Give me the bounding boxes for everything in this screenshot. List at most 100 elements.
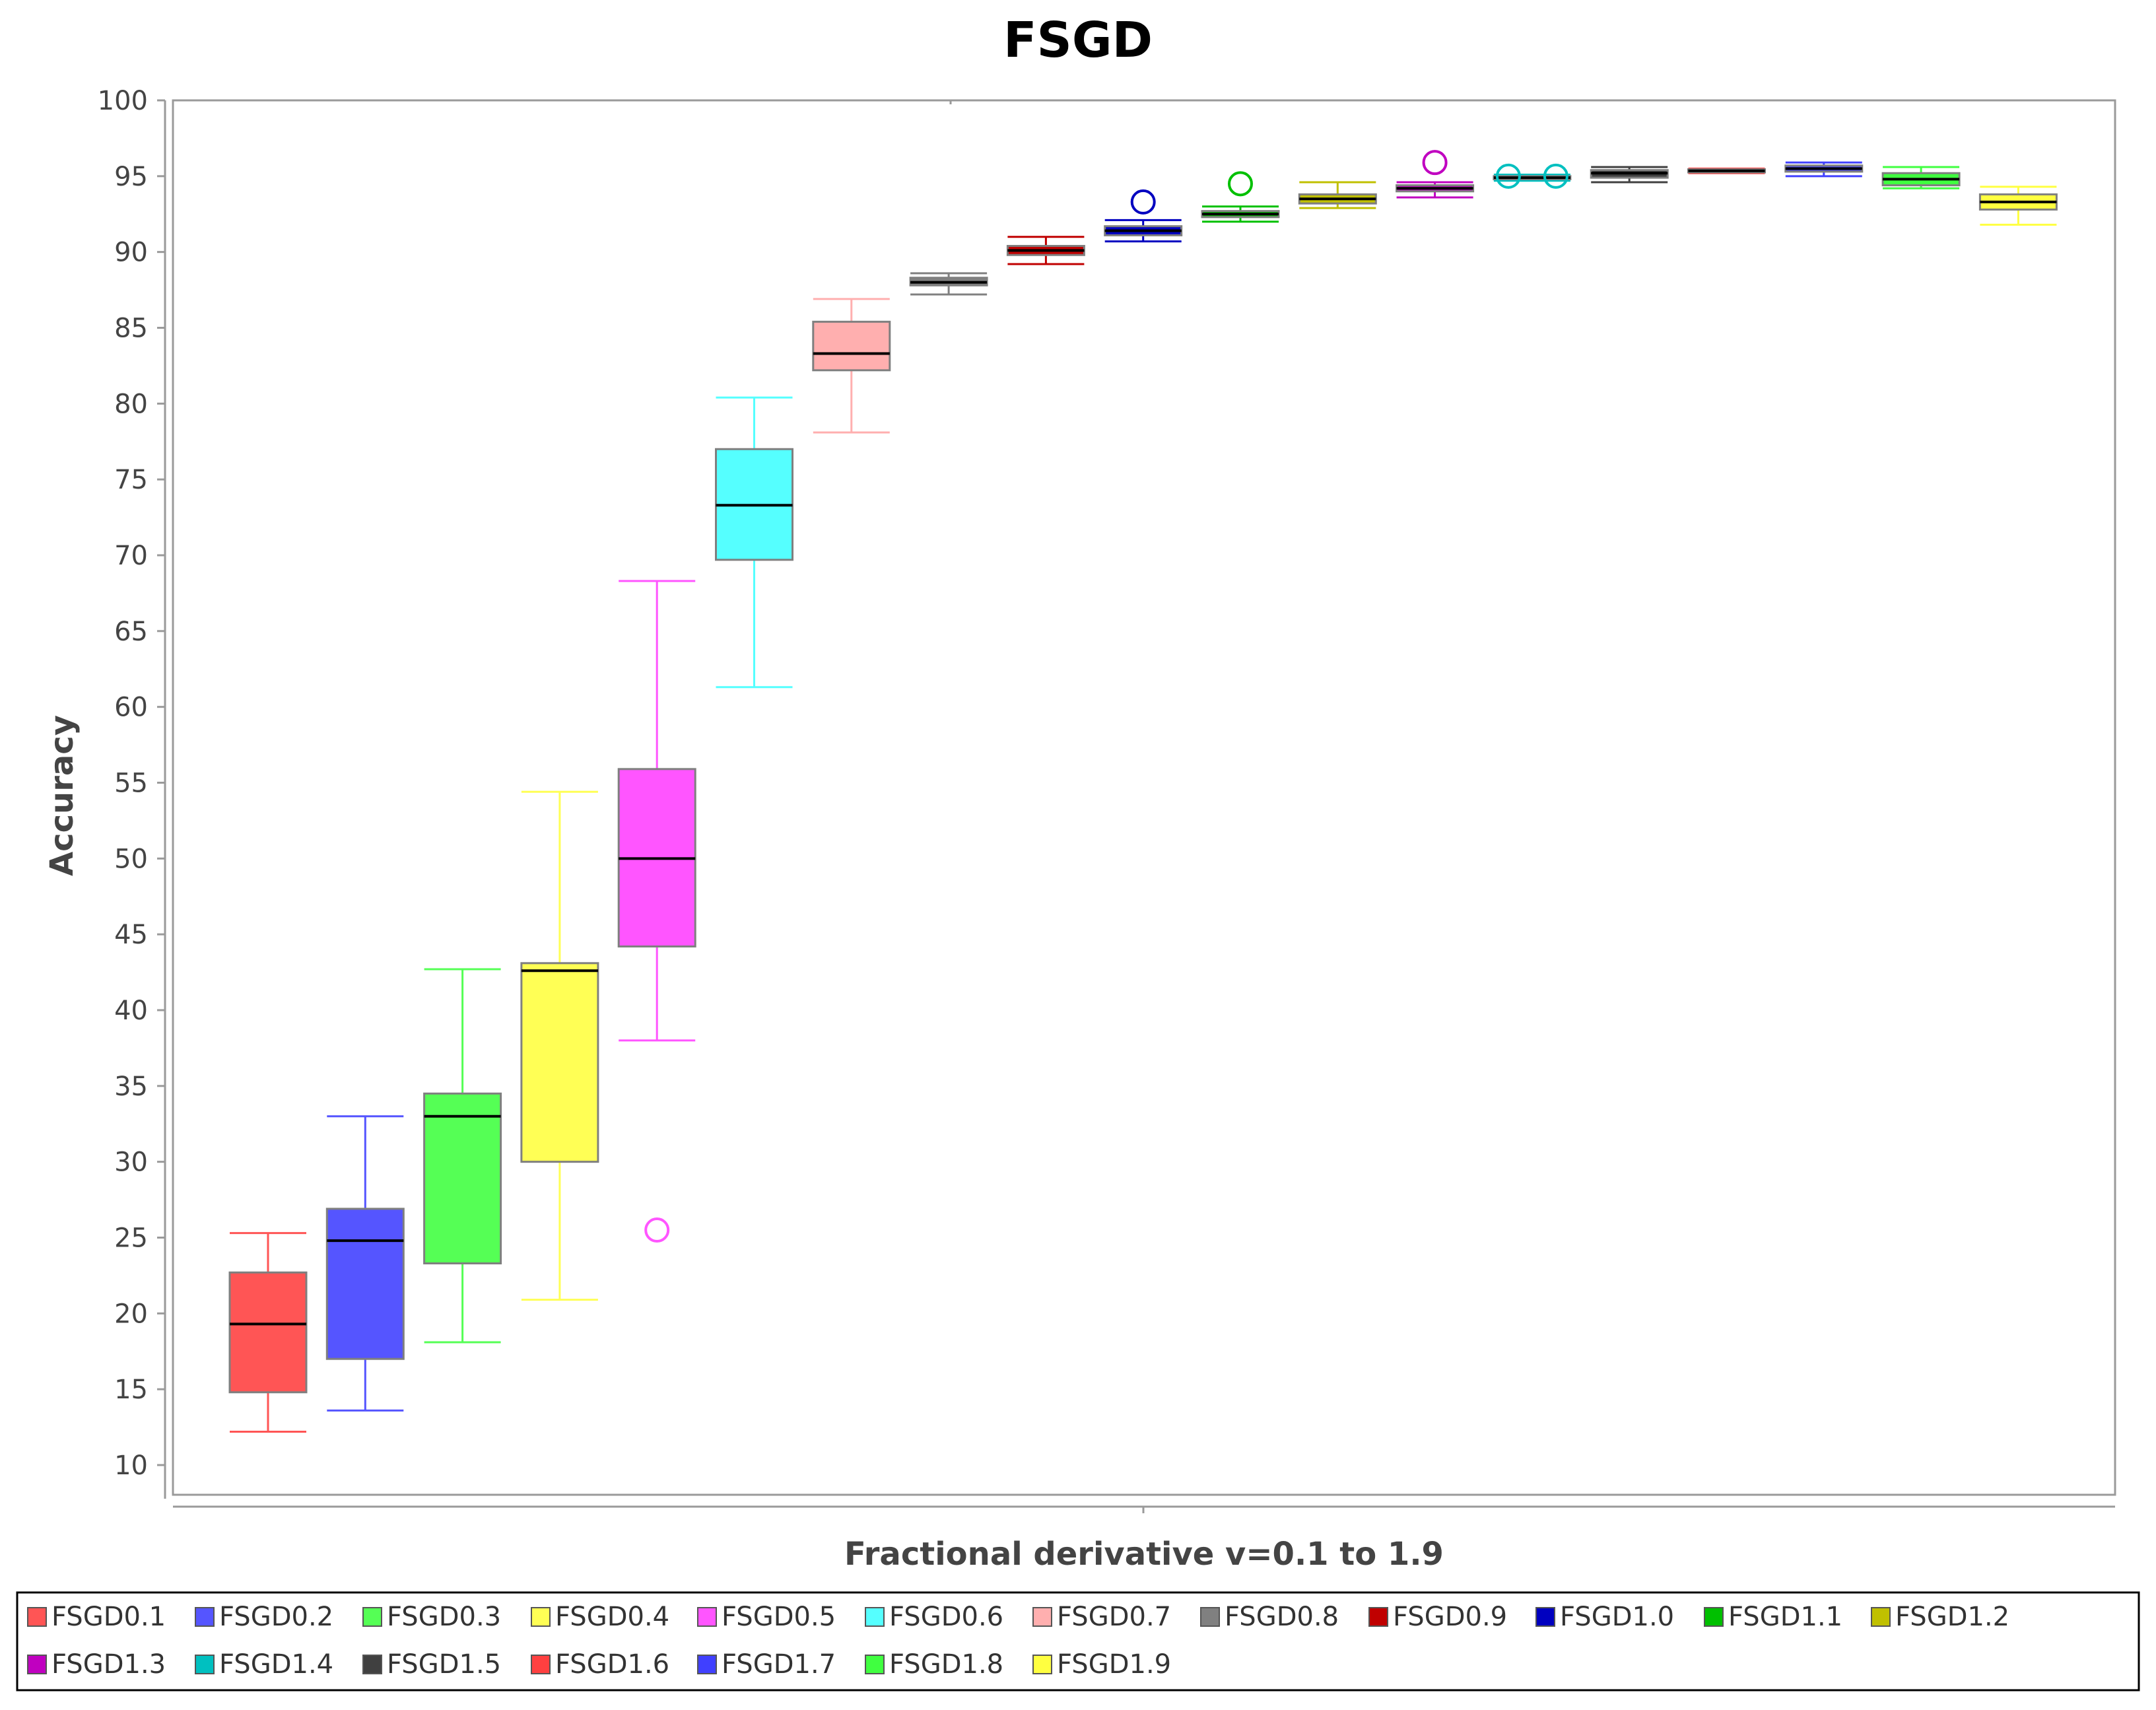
box-fsgd1-7 — [1784, 161, 1864, 178]
box-fsgd0-8 — [909, 272, 988, 296]
y-tick-label: 85 — [114, 314, 148, 344]
x-axis-label: Fractional derivative v=0.1 to 1.9 — [844, 1536, 1444, 1573]
box-fsgd0-2 — [325, 1115, 405, 1412]
y-tick-label: 30 — [114, 1147, 148, 1178]
legend-swatch — [27, 1655, 47, 1674]
box-fsgd0-7 — [812, 298, 891, 434]
legend-item: FSGD1.9 — [1032, 1649, 1171, 1680]
legend-swatch — [1200, 1607, 1220, 1627]
box-iqr — [812, 320, 891, 372]
legend-swatch — [865, 1655, 885, 1674]
legend-item: FSGD0.9 — [1368, 1602, 1507, 1632]
legend-swatch — [1704, 1607, 1724, 1627]
legend-swatch — [865, 1607, 885, 1627]
box-fsgd0-5 — [617, 580, 696, 1243]
legend-label: FSGD1.0 — [1560, 1602, 1674, 1632]
legend-item: FSGD1.3 — [27, 1649, 166, 1680]
y-tick-label: 65 — [114, 617, 148, 647]
legend: FSGD0.1 FSGD0.2 FSGD0.3 FSGD0.4 FSGD0.5 FSGD0… — [27, 1602, 2009, 1680]
legend-label: FSGD1.2 — [1895, 1602, 2009, 1632]
y-tick-label: 15 — [114, 1375, 148, 1405]
y-tick-label: 25 — [114, 1223, 148, 1254]
legend-swatch — [1032, 1607, 1052, 1627]
legend-swatch — [1368, 1607, 1388, 1627]
box-fsgd0-9 — [1006, 236, 1085, 265]
legend-item: FSGD0.8 — [1200, 1602, 1339, 1632]
y-tick-label: 45 — [114, 920, 148, 950]
y-tick-label: 10 — [114, 1451, 148, 1481]
legend-label: FSGD0.5 — [722, 1602, 836, 1632]
legend-swatch — [697, 1655, 717, 1674]
box-fsgd1-0 — [1104, 189, 1183, 243]
legend-swatch — [362, 1607, 382, 1627]
legend-item: FSGD1.8 — [865, 1649, 1003, 1680]
y-tick-label: 55 — [114, 769, 148, 799]
legend-item: FSGD0.4 — [531, 1602, 669, 1632]
outlier-point — [1130, 189, 1156, 215]
legend-swatch — [531, 1655, 551, 1674]
box-fsgd0-6 — [715, 396, 793, 689]
box-fsgd1-9 — [1978, 186, 2058, 226]
legend-label: FSGD1.8 — [889, 1649, 1003, 1680]
legend-label: FSGD0.9 — [1393, 1602, 1507, 1632]
outlier-point — [1228, 171, 1253, 197]
chart-title: FSGD — [1003, 12, 1153, 69]
legend-label: FSGD1.5 — [387, 1649, 501, 1680]
box-fsgd0-4 — [520, 790, 599, 1301]
legend-label: FSGD0.3 — [387, 1602, 501, 1632]
legend-item: FSGD1.1 — [1704, 1602, 1842, 1632]
legend-item: FSGD1.5 — [362, 1649, 501, 1680]
box-fsgd0-3 — [423, 968, 502, 1344]
legend-swatch — [697, 1607, 717, 1627]
outlier-point — [1543, 163, 1568, 189]
legend-label: FSGD0.6 — [889, 1602, 1003, 1632]
legend-label: FSGD1.1 — [1728, 1602, 1842, 1632]
y-tick-label: 40 — [114, 996, 148, 1026]
box-fsgd1-5 — [1590, 166, 1669, 184]
legend-item: FSGD0.1 — [27, 1602, 166, 1632]
box-fsgd1-1 — [1201, 171, 1280, 223]
y-axis-label: Accuracy — [44, 715, 81, 876]
legend-swatch — [1535, 1607, 1555, 1627]
legend-label: FSGD0.8 — [1225, 1602, 1339, 1632]
legend-item: FSGD0.7 — [1032, 1602, 1171, 1632]
box-fsgd1-6 — [1687, 167, 1766, 174]
box-fsgd1-2 — [1298, 181, 1377, 209]
legend-item: FSGD0.6 — [865, 1602, 1003, 1632]
box-series-group — [228, 150, 2058, 1433]
outlier-point — [1422, 150, 1448, 176]
legend-swatch — [195, 1655, 215, 1674]
legend-item: FSGD0.5 — [697, 1602, 836, 1632]
y-tick-label: 90 — [114, 238, 148, 268]
legend-item: FSGD1.7 — [697, 1649, 836, 1680]
legend-label: FSGD1.7 — [722, 1649, 836, 1680]
outlier-point — [1495, 163, 1521, 189]
legend-item: FSGD1.2 — [1871, 1602, 2009, 1632]
y-tick-label: 50 — [114, 844, 148, 874]
legend-label: FSGD1.4 — [219, 1649, 333, 1680]
legend-label: FSGD1.9 — [1057, 1649, 1171, 1680]
legend-item: FSGD1.0 — [1535, 1602, 1674, 1632]
legend-swatch — [1871, 1607, 1891, 1627]
y-tick-label: 95 — [114, 162, 148, 192]
outlier-point — [644, 1217, 670, 1243]
box-fsgd1-4 — [1493, 163, 1572, 189]
box-fsgd1-3 — [1396, 150, 1475, 199]
legend-item: FSGD0.3 — [362, 1602, 501, 1632]
box-iqr — [325, 1208, 405, 1360]
legend-label: FSGD0.7 — [1057, 1602, 1171, 1632]
legend-label: FSGD0.4 — [555, 1602, 669, 1632]
y-tick-label: 80 — [114, 389, 148, 419]
legend-item: FSGD0.2 — [195, 1602, 333, 1632]
legend-item: FSGD1.4 — [195, 1649, 333, 1680]
legend-label: FSGD1.3 — [51, 1649, 166, 1680]
y-tick-label: 70 — [114, 541, 148, 571]
y-tick-label: 20 — [114, 1299, 148, 1329]
legend-swatch — [195, 1607, 215, 1627]
box-fsgd0-1 — [228, 1232, 308, 1433]
y-axis-ticks: 10 15 20 25 30 35 40 45 50 55 60 65 70 75 80 85 90 95 100 — [98, 86, 165, 1481]
y-tick-label: 60 — [114, 693, 148, 723]
box-iqr — [228, 1271, 308, 1394]
box-iqr — [520, 962, 599, 1163]
